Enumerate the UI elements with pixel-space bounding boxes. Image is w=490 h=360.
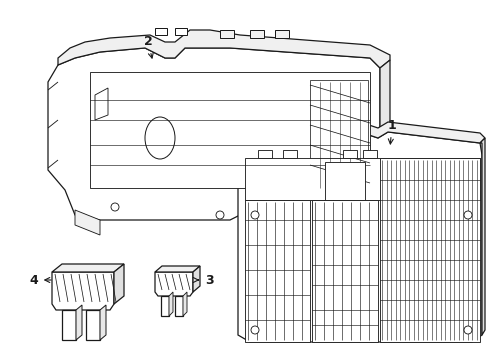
Polygon shape — [193, 266, 200, 292]
Polygon shape — [380, 158, 480, 342]
Polygon shape — [283, 150, 297, 158]
Polygon shape — [155, 266, 200, 272]
Ellipse shape — [145, 117, 175, 159]
Polygon shape — [48, 48, 380, 220]
Polygon shape — [52, 272, 114, 310]
Polygon shape — [245, 200, 310, 342]
Text: 1: 1 — [388, 119, 396, 144]
Circle shape — [251, 211, 259, 219]
Circle shape — [111, 203, 119, 211]
Text: 3: 3 — [193, 274, 214, 287]
Polygon shape — [275, 30, 289, 38]
Polygon shape — [258, 150, 272, 158]
Text: 2: 2 — [144, 35, 153, 58]
Polygon shape — [363, 150, 377, 158]
Polygon shape — [245, 158, 480, 200]
Polygon shape — [90, 72, 370, 188]
Text: 4: 4 — [29, 274, 51, 287]
Polygon shape — [175, 296, 183, 316]
Circle shape — [216, 211, 224, 219]
Polygon shape — [175, 28, 187, 35]
Polygon shape — [76, 305, 82, 340]
Polygon shape — [95, 88, 108, 120]
Polygon shape — [114, 264, 124, 304]
Polygon shape — [62, 310, 76, 340]
Polygon shape — [312, 200, 378, 342]
Polygon shape — [480, 138, 485, 335]
Polygon shape — [161, 296, 169, 316]
Polygon shape — [380, 175, 390, 210]
Polygon shape — [155, 28, 167, 35]
Polygon shape — [310, 80, 368, 190]
Polygon shape — [58, 30, 390, 68]
Polygon shape — [169, 292, 173, 316]
Circle shape — [251, 326, 259, 334]
Polygon shape — [325, 162, 365, 200]
Circle shape — [464, 326, 472, 334]
Polygon shape — [86, 310, 100, 340]
Polygon shape — [240, 122, 485, 158]
Polygon shape — [52, 264, 124, 272]
Polygon shape — [183, 292, 187, 316]
Polygon shape — [220, 30, 234, 38]
Polygon shape — [155, 272, 193, 296]
Polygon shape — [250, 30, 264, 38]
Polygon shape — [343, 150, 357, 158]
Polygon shape — [100, 305, 106, 340]
Polygon shape — [238, 132, 482, 342]
Polygon shape — [380, 60, 390, 185]
Polygon shape — [75, 210, 100, 235]
Circle shape — [464, 211, 472, 219]
